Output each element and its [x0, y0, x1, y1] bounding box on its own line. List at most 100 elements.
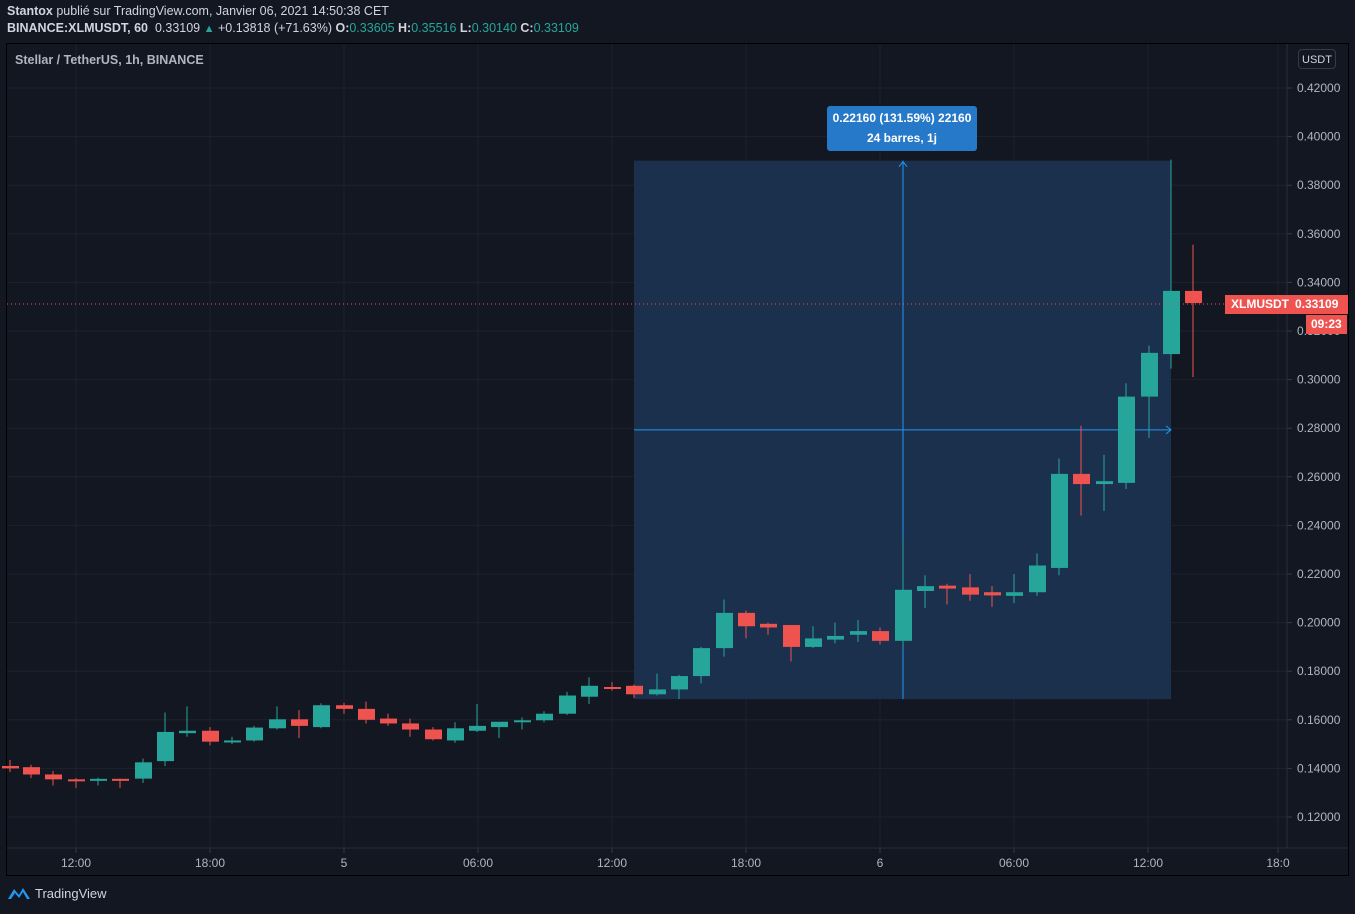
- x-tick-label: 18:00: [195, 856, 225, 870]
- candle: [536, 711, 553, 723]
- last-price-axis-label: 0.33109: [1289, 295, 1348, 314]
- symbol-price-label: XLMUSDT: [1225, 295, 1295, 314]
- candle: [402, 718, 419, 737]
- footer-brand[interactable]: TradingView: [7, 885, 107, 901]
- candle: [157, 712, 174, 766]
- candle: [604, 682, 621, 691]
- currency-button[interactable]: USDT: [1298, 49, 1336, 69]
- candle: [805, 626, 822, 649]
- candle: [135, 758, 152, 783]
- candle: [68, 778, 85, 788]
- x-tick-label: 12:00: [597, 856, 627, 870]
- candle: [202, 727, 219, 746]
- candle: [1073, 425, 1090, 516]
- y-tick-label: 0.16000: [1297, 713, 1341, 727]
- measure-line2: 24 barres, 1j: [866, 131, 938, 145]
- candle: [1029, 553, 1046, 596]
- brand-name: TradingView: [35, 885, 107, 901]
- candle: [984, 586, 1001, 607]
- candle: [962, 574, 979, 601]
- candle: [559, 691, 576, 715]
- y-tick-label: 0.30000: [1297, 373, 1341, 387]
- up-arrow-icon: ▲: [203, 23, 215, 35]
- candle: [1118, 383, 1135, 489]
- last-price: 0.33109: [154, 21, 201, 35]
- x-tick-label: 12:00: [1133, 856, 1163, 870]
- candle: [671, 674, 688, 700]
- y-tick-label: 0.20000: [1297, 616, 1341, 630]
- candle: [313, 703, 330, 729]
- candle: [872, 627, 889, 645]
- candle: [1006, 574, 1023, 604]
- candle: [380, 713, 397, 726]
- candle: [1051, 458, 1068, 576]
- candle: [425, 727, 442, 741]
- candle: [581, 677, 598, 705]
- candle: [447, 722, 464, 743]
- candle: [783, 625, 800, 662]
- published-text: publié sur TradingView.com, Janvier 06, …: [56, 4, 389, 18]
- y-tick-label: 0.14000: [1297, 761, 1341, 775]
- open-value: 0.33605: [349, 21, 395, 35]
- y-tick-label: 0.22000: [1297, 567, 1341, 581]
- publish-info: Stantox publié sur TradingView.com, Janv…: [7, 4, 389, 18]
- candle: [1163, 159, 1180, 369]
- close-value: 0.33109: [533, 21, 579, 35]
- x-tick-label: 06:00: [463, 856, 493, 870]
- candle: [179, 706, 196, 737]
- author: Stantox: [7, 4, 53, 18]
- y-tick-label: 0.24000: [1297, 518, 1341, 532]
- high-value: 0.35516: [411, 21, 457, 35]
- x-tick-label: 18:00: [731, 856, 761, 870]
- x-tick-label: 5: [341, 856, 348, 870]
- candle: [2, 759, 19, 773]
- symbol-label: BINANCE:XLMUSDT, 60: [7, 21, 148, 35]
- candle: [827, 622, 844, 644]
- low-label: L:: [459, 21, 472, 35]
- y-tick-label: 0.34000: [1297, 275, 1341, 289]
- candle: [90, 777, 107, 786]
- change: +0.13818 (+71.63%): [218, 21, 332, 35]
- candle: [45, 770, 62, 786]
- candle: [716, 599, 733, 657]
- candle: [224, 736, 241, 745]
- ohlc-header: BINANCE:XLMUSDT, 60 0.33109 ▲ +0.13818 (…: [7, 21, 579, 35]
- candle: [112, 778, 129, 788]
- y-tick-label: 0.38000: [1297, 178, 1341, 192]
- tradingview-logo-icon: [8, 888, 30, 899]
- measure-tooltip: 0.22160 (131.59%) 22160 24 barres, 1j: [827, 106, 977, 151]
- open-label: O:: [335, 21, 350, 35]
- candle: [917, 575, 934, 609]
- low-value: 0.30140: [471, 21, 517, 35]
- x-tick-label: 12:00: [61, 856, 91, 870]
- candle: [358, 701, 375, 724]
- candle: [760, 622, 777, 635]
- high-label: H:: [398, 21, 412, 35]
- bar-countdown: 09:23: [1306, 315, 1347, 334]
- candle: [1096, 454, 1113, 511]
- y-tick-label: 0.42000: [1297, 81, 1341, 95]
- chart-legend: Stellar / TetherUS, 1h, BINANCE: [15, 53, 204, 67]
- candle: [246, 725, 263, 742]
- y-tick-label: 0.18000: [1297, 664, 1341, 678]
- candle: [514, 717, 531, 730]
- candle: [336, 702, 353, 714]
- candle: [1185, 244, 1202, 378]
- candle: [693, 646, 710, 684]
- x-tick-label: 06:00: [999, 856, 1029, 870]
- y-tick-label: 0.28000: [1297, 421, 1341, 435]
- candle: [939, 583, 956, 605]
- candle: [491, 721, 508, 739]
- y-tick-label: 0.12000: [1297, 810, 1341, 824]
- y-tick-label: 0.26000: [1297, 470, 1341, 484]
- x-tick-label: 18:0: [1266, 856, 1290, 870]
- candle: [626, 684, 643, 698]
- y-tick-label: 0.36000: [1297, 227, 1341, 241]
- x-tick-label: 6: [877, 856, 884, 870]
- candle: [469, 704, 486, 732]
- close-label: C:: [520, 21, 534, 35]
- candle: [649, 673, 666, 696]
- candle: [269, 706, 286, 730]
- candle: [23, 764, 40, 779]
